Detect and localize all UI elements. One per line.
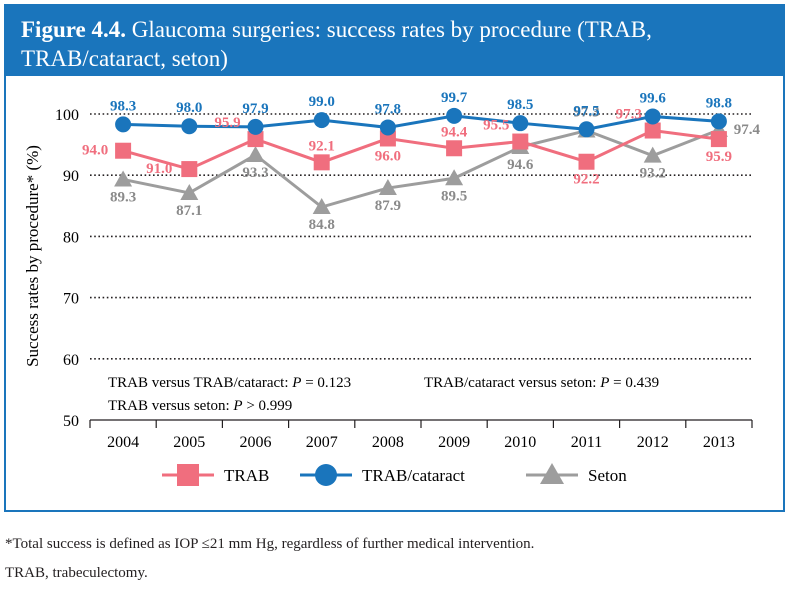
data-label: 96.0 [375,148,401,164]
trab-cataract-point-marker [446,107,463,124]
data-label: 95.5 [483,118,509,134]
data-label: 99.7 [441,90,468,106]
x-tick-label: 2008 [372,434,404,451]
figure-label: Figure 4.4. [21,17,126,42]
legend-label: Seton [588,466,627,485]
data-label: 94.6 [507,157,534,173]
data-label: 92.2 [573,172,599,188]
legend-label: TRAB [224,466,269,485]
data-label: 93.2 [640,166,666,182]
trab-point-marker [644,122,661,139]
y-tick-label: 90 [63,168,79,185]
trab-point-marker [512,133,529,150]
x-tick-label: 2010 [504,434,536,451]
trab-point-marker [379,130,396,147]
trab-cataract-point-marker [512,115,529,132]
trab-cataract-point-marker [578,121,595,138]
trab-point-marker [313,154,330,171]
data-label: 95.9 [706,149,732,165]
trab-point-marker [446,140,463,157]
p-value-annotation: TRAB/cataract versus seton: P = 0.439 [424,375,659,391]
figure-frame: Figure 4.4. Glaucoma surgeries: success … [4,4,785,512]
data-label: 99.6 [640,90,667,106]
x-tick-label: 2011 [571,434,602,451]
x-tick-label: 2004 [107,434,139,451]
data-label: 95.9 [214,115,240,131]
trab-point-marker [181,161,198,178]
seton-point-marker [643,146,662,163]
y-tick-label: 60 [63,352,79,369]
data-label: 92.1 [309,138,335,154]
y-tick-label: 80 [63,229,79,246]
data-label: 94.4 [441,124,468,140]
p-value-annotation: TRAB versus seton: P > 0.999 [108,398,292,414]
legend-triangle-marker [540,463,564,484]
data-label: 91.0 [146,161,172,177]
x-tick-label: 2009 [438,434,470,451]
data-label: 97.3 [616,107,642,123]
trab-cataract-point-marker [710,113,727,130]
data-label: 98.3 [110,98,136,114]
legend-circle-marker [315,464,337,486]
figure-title-line-2: TRAB/cataract, seton) [21,46,228,71]
x-tick-label: 2012 [637,434,669,451]
trab-cataract-point-marker [644,108,661,125]
p-value-annotation: TRAB versus TRAB/cataract: P = 0.123 [108,375,351,391]
seton-point-marker [378,179,397,196]
data-label: 94.0 [82,143,108,159]
data-label: 84.8 [309,217,335,233]
series-line-trab-cataract [123,114,720,131]
series-line-seton [122,128,720,209]
data-label: 97.8 [375,101,401,117]
trab-cataract-point-marker [115,116,132,133]
legend-square-marker [177,464,199,486]
trab-point-marker [578,153,595,170]
y-tick-label: 100 [55,107,79,124]
data-label: 98.8 [706,95,732,111]
data-label: 89.5 [441,188,467,204]
y-tick-label: 70 [63,291,79,308]
trab-point-marker [115,142,132,159]
seton-point-marker [180,183,199,200]
x-tick-label: 2013 [703,434,735,451]
figure-header: Figure 4.4. Glaucoma surgeries: success … [6,6,783,76]
trab-point-marker [247,131,264,148]
x-tick-label: 2005 [173,434,205,451]
seton-point-marker [445,169,464,186]
data-label: 87.9 [375,198,401,214]
seton-point-marker [246,146,265,163]
x-tick-label: 2006 [240,434,272,451]
trab-cataract-point-marker [379,119,396,136]
data-label: 87.1 [176,203,202,219]
series-line-trab [122,128,720,171]
line-chart: 50 60 70 80 90 100 2004 2005 2006 2007 2008 2009 201… [23,90,761,486]
trab-cataract-point-marker [247,118,264,135]
footnote-abbreviation: TRAB, trabeculectomy. [5,565,148,581]
data-label: 97.4 [734,122,761,138]
data-label: 97.5 [573,103,599,119]
data-label: 98.0 [176,100,202,116]
trab-point-marker [710,131,727,148]
data-label: 93.3 [242,165,268,181]
trab-cataract-point-marker [181,118,198,135]
footnotes: *Total success is defined as IOP ≤21 mm … [5,534,534,592]
y-tick-label: 50 [63,413,79,430]
figure-title-text: Glaucoma surgeries: success rates by pro… [131,17,652,42]
footnote-definition: *Total success is defined as IOP ≤21 mm … [5,536,535,552]
data-label: 98.5 [507,97,533,113]
seton-point-marker [312,198,331,215]
y-axis-title: Success rates by procedure* (%) [23,145,42,367]
data-label: 89.3 [110,189,136,205]
data-label: 97.9 [242,101,268,117]
figure-title-line-1: Figure 4.4. Glaucoma surgeries: success … [21,15,783,44]
legend-label: TRAB/cataract [362,466,465,485]
x-tick-label: 2007 [306,434,338,451]
seton-point-marker [114,170,133,187]
trab-cataract-point-marker [313,112,330,129]
data-label: 99.0 [309,94,335,110]
data-label: 97.3 [573,105,599,121]
